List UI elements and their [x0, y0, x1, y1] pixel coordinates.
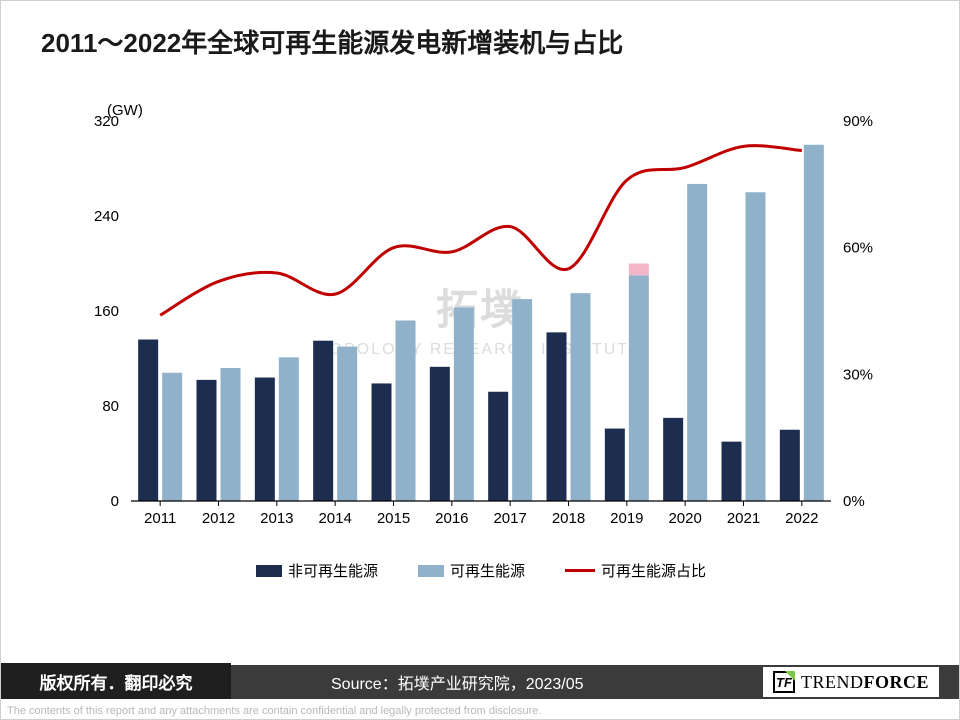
svg-text:2012: 2012 — [202, 510, 235, 527]
svg-text:90%: 90% — [843, 113, 873, 130]
legend-swatch-icon — [256, 565, 282, 577]
legend-line-icon — [565, 569, 595, 572]
footer: Source：拓墣产业研究院，2023/05 版权所有．翻印必究 TF TREN… — [1, 659, 959, 719]
svg-text:2016: 2016 — [435, 510, 468, 527]
logo-text-bold: FORCE — [864, 672, 930, 692]
source-text: Source：拓墣产业研究院，2023/05 — [331, 670, 584, 694]
slide-frame: 2011～2022年全球可再生能源发电新增装机与占比 拓墣 TOPOLOGY R… — [0, 0, 960, 720]
svg-text:2019: 2019 — [610, 510, 643, 527]
svg-text:2018: 2018 — [552, 510, 585, 527]
svg-text:0: 0 — [111, 493, 119, 510]
legend-item: 可再生能源 — [418, 560, 525, 581]
legend-label: 可再生能源占比 — [601, 560, 706, 581]
svg-text:80: 80 — [102, 398, 119, 415]
legend-label: 可再生能源 — [450, 560, 525, 581]
trendforce-logo: TF TRENDFORCE — [763, 667, 939, 697]
svg-text:2017: 2017 — [493, 510, 526, 527]
logo-mark-icon: TF — [773, 671, 795, 693]
svg-text:2015: 2015 — [377, 510, 410, 527]
copyright-box: 版权所有．翻印必究 — [1, 663, 231, 699]
logo-text: TRENDFORCE — [801, 672, 929, 693]
svg-text:0%: 0% — [843, 493, 865, 510]
svg-text:60%: 60% — [843, 240, 873, 257]
svg-text:240: 240 — [94, 208, 119, 225]
legend-item: 非可再生能源 — [256, 560, 378, 581]
svg-text:2013: 2013 — [260, 510, 293, 527]
logo-text-light: TREND — [801, 672, 864, 692]
legend-item: 可再生能源占比 — [565, 560, 706, 581]
svg-text:2022: 2022 — [785, 510, 818, 527]
svg-text:160: 160 — [94, 303, 119, 320]
svg-text:2011: 2011 — [144, 510, 176, 527]
svg-text:30%: 30% — [843, 366, 873, 383]
disclaimer-text: The contents of this report and any atta… — [7, 705, 541, 717]
chart-svg: 080160240320 0%30%60%90% 201120122013201… — [61, 101, 901, 581]
svg-text:2014: 2014 — [318, 510, 351, 527]
legend-swatch-icon — [418, 565, 444, 577]
legend: 非可再生能源 可再生能源 可再生能源占比 — [61, 560, 901, 581]
svg-text:2021: 2021 — [727, 510, 760, 527]
chart-title: 2011～2022年全球可再生能源发电新增装机与占比 — [41, 23, 919, 60]
legend-label: 非可再生能源 — [288, 560, 378, 581]
svg-text:2020: 2020 — [668, 510, 701, 527]
svg-text:(GW): (GW) — [107, 102, 143, 119]
chart-area: 080160240320 0%30%60%90% 201120122013201… — [61, 101, 901, 581]
